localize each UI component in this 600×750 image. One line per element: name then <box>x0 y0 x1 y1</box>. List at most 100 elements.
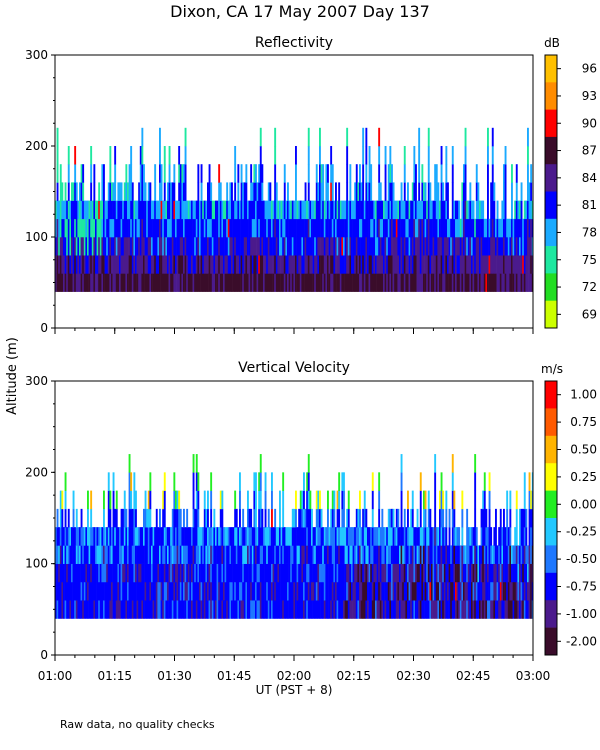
reflectivity-field-cell <box>349 273 352 292</box>
reflectivity-field-cell <box>131 255 134 274</box>
velocity-field-cell <box>367 545 369 564</box>
reflectivity-field-cell <box>144 200 147 220</box>
velocity-field-cell <box>259 508 262 528</box>
reflectivity-field-cell <box>395 255 398 274</box>
reflectivity-field-cell <box>255 164 257 183</box>
velocity-field-cell <box>210 508 213 528</box>
reflectivity-field-cell <box>82 273 85 292</box>
velocity-field-cell <box>461 508 464 528</box>
reflectivity-field-cell <box>415 200 417 220</box>
velocity-field-cell <box>115 545 118 564</box>
velocity-field-cell <box>416 508 419 528</box>
velocity-field-cell <box>202 563 205 583</box>
velocity-field-cell <box>450 581 453 601</box>
velocity-field-cell <box>167 545 169 564</box>
reflectivity-field-cell <box>357 255 360 274</box>
velocity-field-cell <box>506 527 509 546</box>
reflectivity-field-cell <box>325 218 328 238</box>
reflectivity-field-cell <box>159 273 161 292</box>
velocity-field-cell <box>343 527 345 546</box>
velocity-field-cell <box>211 600 214 619</box>
velocity-field-cell <box>285 527 288 546</box>
reflectivity-field-cell <box>288 273 291 292</box>
velocity-field-cell <box>311 508 313 528</box>
reflectivity-field-cell <box>80 255 83 274</box>
velocity-field-cell <box>295 600 297 619</box>
velocity-field-cell <box>528 545 531 564</box>
velocity-field-cell <box>472 527 475 546</box>
reflectivity-field-cell <box>143 237 145 256</box>
velocity-field-cell <box>423 545 425 564</box>
velocity-field-cell <box>239 508 241 528</box>
reflectivity-field-cell <box>130 255 133 274</box>
reflectivity-field-cell <box>467 273 470 292</box>
reflectivity-field-cell <box>261 237 264 256</box>
reflectivity-field-cell <box>95 218 97 238</box>
velocity-field-cell <box>338 508 341 528</box>
velocity-field-cell <box>339 563 342 583</box>
reflectivity-field-cell <box>213 273 216 292</box>
velocity-field-cell <box>296 600 299 619</box>
reflectivity-field-cell <box>159 127 161 147</box>
velocity-field-cell <box>343 490 345 510</box>
velocity-field-cell <box>515 490 518 510</box>
reflectivity-field-cell <box>368 146 371 165</box>
velocity-field-cell <box>480 508 483 528</box>
velocity-field-cell <box>519 508 521 528</box>
reflectivity-field-cell <box>477 218 480 238</box>
reflectivity-field-cell <box>459 255 462 274</box>
velocity-field-cell <box>309 600 312 619</box>
reflectivity-field-cell <box>74 255 77 274</box>
reflectivity-field-cell <box>170 218 173 238</box>
velocity-field-cell <box>208 545 211 564</box>
reflectivity-field-cell <box>282 255 285 274</box>
velocity-field-cell <box>88 545 91 564</box>
velocity-field-cell <box>203 545 206 564</box>
reflectivity-field-cell <box>416 255 419 274</box>
velocity-field-cell <box>144 545 147 564</box>
reflectivity-field-cell <box>122 200 125 220</box>
reflectivity-field-cell <box>67 237 70 256</box>
reflectivity-field-cell <box>455 200 457 220</box>
velocity-field-cell <box>154 581 157 601</box>
velocity-field-cell <box>250 563 253 583</box>
velocity-field-cell <box>247 545 249 564</box>
velocity-field-cell <box>109 527 112 546</box>
reflectivity-field-cell <box>349 237 352 256</box>
reflectivity-field-cell <box>317 273 320 292</box>
velocity-field-cell <box>509 490 512 510</box>
velocity-field-cell <box>434 454 437 473</box>
reflectivity-field-cell <box>216 273 219 292</box>
reflectivity-field-cell <box>170 255 173 274</box>
reflectivity-field-cell <box>61 200 64 220</box>
velocity-field-cell <box>451 454 454 473</box>
velocity-field-cell <box>480 563 483 583</box>
velocity-field-cell <box>512 600 515 619</box>
reflectivity-field-cell <box>250 164 253 183</box>
velocity-field-cell <box>416 527 419 546</box>
velocity-field-cell <box>402 545 405 564</box>
velocity-field-cell <box>213 563 216 583</box>
velocity-field-cell <box>519 527 521 546</box>
velocity-field-cell <box>259 472 262 491</box>
reflectivity-field-cell <box>287 200 289 220</box>
reflectivity-field-cell <box>205 237 208 256</box>
reflectivity-field-cell <box>319 255 321 274</box>
reflectivity-field-cell <box>141 218 144 238</box>
reflectivity-field-cell <box>266 200 269 220</box>
reflectivity-field-cell <box>485 218 488 238</box>
velocity-field-cell <box>259 490 262 510</box>
reflectivity-field-cell <box>515 182 518 201</box>
reflectivity-field-cell <box>448 273 451 292</box>
reflectivity-field-cell <box>80 218 83 238</box>
velocity-field-cell <box>415 563 417 583</box>
reflectivity-field-cell <box>296 218 299 238</box>
reflectivity-field-cell <box>280 200 283 220</box>
velocity-field-cell <box>128 563 131 583</box>
velocity-field-cell <box>263 527 265 546</box>
reflectivity-field-cell <box>467 218 470 238</box>
velocity-field-cell <box>256 527 259 546</box>
reflectivity-field-cell <box>515 237 518 256</box>
reflectivity-colorbar-swatch <box>545 109 557 138</box>
reflectivity-field-cell <box>128 237 131 256</box>
